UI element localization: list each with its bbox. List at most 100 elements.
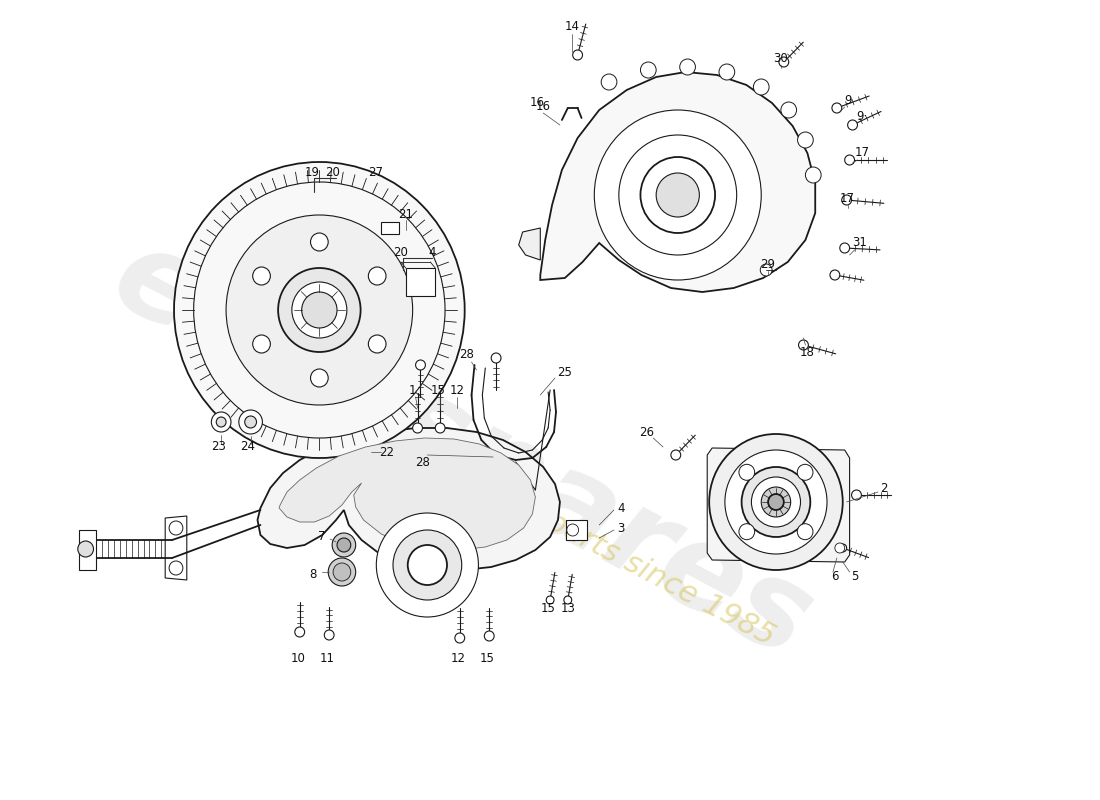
- Text: 18: 18: [800, 346, 815, 358]
- Circle shape: [830, 270, 839, 280]
- Circle shape: [566, 524, 579, 536]
- Text: 24: 24: [240, 439, 255, 453]
- Text: 8: 8: [309, 567, 316, 581]
- Circle shape: [779, 57, 789, 67]
- Circle shape: [408, 545, 447, 585]
- Text: 4: 4: [429, 246, 436, 258]
- Circle shape: [760, 264, 772, 276]
- Text: 26: 26: [639, 426, 653, 438]
- Text: 27: 27: [367, 166, 383, 178]
- Text: 25: 25: [558, 366, 572, 378]
- Circle shape: [376, 513, 478, 617]
- Text: 23: 23: [211, 439, 226, 453]
- Circle shape: [310, 233, 328, 251]
- Text: 16: 16: [536, 99, 551, 113]
- Text: 5: 5: [850, 570, 858, 583]
- Circle shape: [832, 103, 842, 113]
- Circle shape: [573, 50, 583, 60]
- Text: 11: 11: [320, 651, 334, 665]
- Circle shape: [719, 64, 735, 80]
- Circle shape: [798, 132, 813, 148]
- Text: eurospares: eurospares: [94, 217, 830, 683]
- Circle shape: [798, 464, 813, 480]
- Circle shape: [848, 120, 858, 130]
- Bar: [565, 520, 587, 540]
- Circle shape: [851, 490, 861, 500]
- Text: 20: 20: [394, 246, 408, 258]
- Text: 22: 22: [379, 446, 395, 458]
- Text: 14: 14: [564, 19, 580, 33]
- Circle shape: [619, 135, 737, 255]
- Circle shape: [328, 558, 355, 586]
- Circle shape: [754, 79, 769, 95]
- Text: 2: 2: [880, 482, 888, 494]
- Circle shape: [169, 521, 183, 535]
- Circle shape: [564, 596, 572, 604]
- Circle shape: [835, 543, 845, 553]
- Circle shape: [781, 102, 796, 118]
- Circle shape: [710, 434, 843, 570]
- Circle shape: [295, 627, 305, 637]
- Text: 3: 3: [617, 522, 625, 534]
- Text: 9: 9: [844, 94, 851, 106]
- Polygon shape: [519, 228, 540, 260]
- Text: 29: 29: [760, 258, 775, 270]
- Circle shape: [799, 340, 808, 350]
- Text: 4: 4: [617, 502, 625, 514]
- Circle shape: [484, 631, 494, 641]
- Circle shape: [332, 533, 355, 557]
- Circle shape: [211, 412, 231, 432]
- Circle shape: [640, 62, 657, 78]
- Circle shape: [416, 360, 426, 370]
- Circle shape: [253, 335, 271, 353]
- Circle shape: [725, 450, 827, 554]
- Circle shape: [751, 477, 801, 527]
- Circle shape: [301, 292, 337, 328]
- Circle shape: [805, 167, 821, 183]
- Text: 28: 28: [415, 455, 430, 469]
- Circle shape: [602, 74, 617, 90]
- Text: 17: 17: [855, 146, 870, 159]
- Circle shape: [368, 335, 386, 353]
- Polygon shape: [279, 438, 536, 550]
- Text: 17: 17: [840, 191, 855, 205]
- Circle shape: [324, 630, 334, 640]
- Circle shape: [741, 467, 811, 537]
- Circle shape: [845, 155, 855, 165]
- Circle shape: [657, 173, 700, 217]
- Circle shape: [839, 243, 849, 253]
- Circle shape: [671, 450, 681, 460]
- Text: 16: 16: [530, 97, 544, 110]
- Circle shape: [455, 633, 464, 643]
- Text: 30: 30: [773, 51, 789, 65]
- Text: 9·: 9·: [857, 110, 868, 122]
- Text: 15: 15: [431, 383, 446, 397]
- Circle shape: [798, 524, 813, 540]
- Circle shape: [239, 410, 263, 434]
- Circle shape: [292, 282, 346, 338]
- Text: 15: 15: [480, 651, 495, 665]
- Circle shape: [739, 524, 755, 540]
- Circle shape: [594, 110, 761, 280]
- Circle shape: [78, 541, 94, 557]
- Circle shape: [768, 494, 784, 510]
- Text: 12: 12: [450, 651, 465, 665]
- Text: 21: 21: [398, 207, 414, 221]
- Circle shape: [739, 464, 755, 480]
- Circle shape: [278, 268, 361, 352]
- Circle shape: [842, 195, 851, 205]
- Circle shape: [436, 423, 446, 433]
- Text: 12: 12: [449, 383, 464, 397]
- Text: 7: 7: [318, 530, 326, 543]
- Text: 15: 15: [541, 602, 556, 614]
- Circle shape: [337, 538, 351, 552]
- Circle shape: [253, 267, 271, 285]
- Circle shape: [492, 353, 500, 363]
- Circle shape: [169, 561, 183, 575]
- Circle shape: [217, 417, 227, 427]
- Circle shape: [244, 416, 256, 428]
- Text: 28: 28: [459, 349, 474, 362]
- Text: 6: 6: [832, 570, 838, 583]
- Circle shape: [174, 162, 464, 458]
- Circle shape: [393, 530, 462, 600]
